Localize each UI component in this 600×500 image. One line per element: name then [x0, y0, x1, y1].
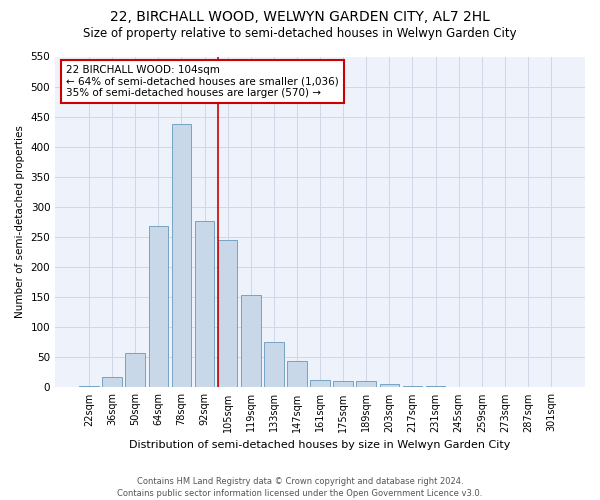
Bar: [195, 221, 214, 388]
Bar: [218, 240, 238, 388]
Bar: [287, 361, 307, 388]
Bar: [356, 382, 376, 388]
Text: 22, BIRCHALL WOOD, WELWYN GARDEN CITY, AL7 2HL: 22, BIRCHALL WOOD, WELWYN GARDEN CITY, A…: [110, 10, 490, 24]
Bar: [264, 342, 284, 388]
Bar: [79, 386, 99, 388]
Bar: [172, 124, 191, 388]
Bar: [103, 377, 122, 388]
Y-axis label: Number of semi-detached properties: Number of semi-detached properties: [15, 126, 25, 318]
Bar: [541, 387, 561, 388]
Bar: [334, 382, 353, 388]
X-axis label: Distribution of semi-detached houses by size in Welwyn Garden City: Distribution of semi-detached houses by …: [130, 440, 511, 450]
Text: Size of property relative to semi-detached houses in Welwyn Garden City: Size of property relative to semi-detach…: [83, 28, 517, 40]
Bar: [125, 353, 145, 388]
Bar: [310, 380, 330, 388]
Bar: [241, 296, 260, 388]
Text: 22 BIRCHALL WOOD: 104sqm
← 64% of semi-detached houses are smaller (1,036)
35% o: 22 BIRCHALL WOOD: 104sqm ← 64% of semi-d…: [66, 65, 338, 98]
Text: Contains HM Land Registry data © Crown copyright and database right 2024.
Contai: Contains HM Land Registry data © Crown c…: [118, 476, 482, 498]
Bar: [449, 387, 469, 388]
Bar: [426, 386, 445, 388]
Bar: [149, 226, 168, 388]
Bar: [380, 384, 399, 388]
Bar: [403, 386, 422, 388]
